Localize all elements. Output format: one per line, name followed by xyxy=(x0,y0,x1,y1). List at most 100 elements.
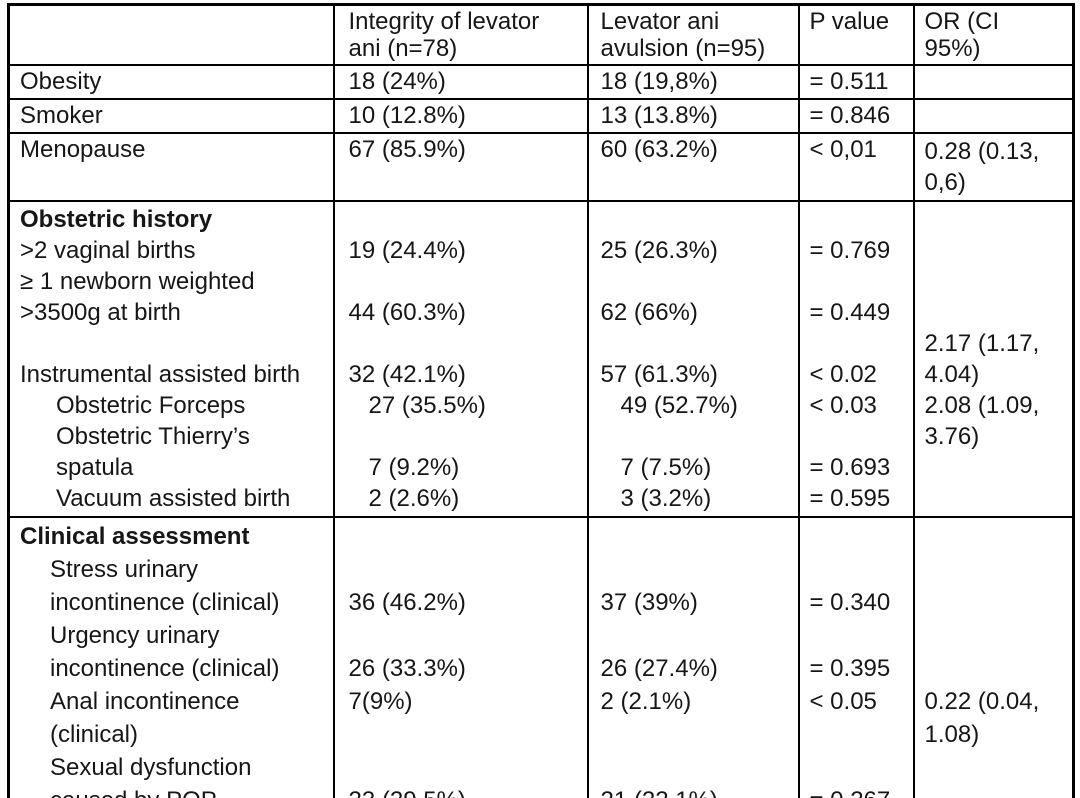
col-header-or-line2: 95%) xyxy=(924,35,981,62)
blank-line xyxy=(601,553,794,586)
obesity-integrity: 18 (24%) xyxy=(332,64,589,100)
menopause-avulsion: 60 (63.2%) xyxy=(586,132,800,202)
clinical-ai-label-line2: (clinical) xyxy=(50,721,139,748)
blank-line xyxy=(925,652,1069,685)
row-smoker: Smoker 10 (12.8%) 13 (13.8%) = 0.846 xyxy=(7,98,1075,134)
blank-line xyxy=(925,553,1069,586)
clinical-integrity-cell: 36 (46.2%) 26 (33.3%) 7(9%) 23 (29.5%) xyxy=(332,516,589,798)
section-clinical-assessment: Clinical assessment Stress urinary incon… xyxy=(7,516,1075,798)
clinical-ai-or-line1: 0.22 (0.04, xyxy=(924,688,1040,715)
obstetric-newborn-label-line1: ≥ 1 newborn weighted xyxy=(20,268,255,295)
col-header-avulsion: Levator ani avulsion (n=95) xyxy=(586,3,800,66)
obstetric-forceps-pvalue: < 0.03 xyxy=(809,392,877,419)
clinical-sd-integrity: 23 (29.5%) xyxy=(349,784,583,798)
obstetric-thierry-label-line1: Obstetric Thierry’s xyxy=(56,423,250,450)
obstetric-thierry-pvalue: = 0.693 xyxy=(809,454,891,481)
obstetric-vaginal-pvalue: = 0.769 xyxy=(809,237,891,264)
blank-line xyxy=(601,718,794,751)
blank-line xyxy=(349,751,583,784)
results-table: Integrity of levator ani (n=78) Levator … xyxy=(7,3,1075,798)
section-obstetric-history: Obstetric history >2 vaginal births ≥ 1 … xyxy=(7,200,1075,518)
clinical-pvalue-cell: = 0.340 = 0.395 < 0.05 = 0.267 xyxy=(797,516,915,798)
smoker-or xyxy=(912,98,1075,134)
obstetric-vaginal-integrity: 19 (24.4%) xyxy=(348,237,466,264)
blank-line xyxy=(20,328,329,359)
obstetric-or-cell: 2.17 (1.17, 4.04) 2.08 (1.09, 3.76) xyxy=(912,200,1075,518)
blank-line xyxy=(349,421,583,452)
col-header-integrity-line1: Integrity of levator xyxy=(348,8,540,35)
blank-line xyxy=(925,751,1069,784)
clinical-sd-label-line2: caused by POP xyxy=(20,784,329,798)
clinical-uui-integrity: 26 (33.3%) xyxy=(348,655,466,682)
blank-line xyxy=(810,751,909,784)
obesity-pvalue: = 0.511 xyxy=(797,64,915,100)
blank-line xyxy=(925,297,1069,328)
blank-line xyxy=(349,718,583,751)
blank-line xyxy=(601,520,794,553)
obesity-label: Obesity xyxy=(7,64,335,100)
obesity-or xyxy=(912,64,1075,100)
obstetric-integrity-cell: 19 (24.4%) 44 (60.3%) 32 (42.1%) 27 (35.… xyxy=(332,200,589,518)
clinical-sd-avulsion: 21 (22.1%) xyxy=(601,784,794,798)
clinical-labels-cell: Clinical assessment Stress urinary incon… xyxy=(7,516,335,798)
obstetric-avulsion-cell: 25 (26.3%) 62 (66%) 57 (61.3%) 49 (52.7%… xyxy=(586,200,800,518)
col-header-integrity: Integrity of levator ani (n=78) xyxy=(332,3,589,66)
clinical-sui-label-line2: incontinence (clinical) xyxy=(50,589,280,616)
clinical-ai-integrity: 7(9%) xyxy=(348,688,413,715)
blank-line xyxy=(810,553,909,586)
obstetric-forceps-or-line1: 2.08 (1.09, xyxy=(924,392,1040,419)
clinical-sui-integrity: 36 (46.2%) xyxy=(348,589,466,616)
blank-line xyxy=(925,266,1069,297)
obstetric-thierry-avulsion: 7 (7.5%) xyxy=(620,454,712,481)
obstetric-vacuum-label: Vacuum assisted birth xyxy=(56,485,291,512)
clinical-uui-avulsion: 26 (27.4%) xyxy=(600,655,718,682)
col-header-avulsion-line2: avulsion (n=95) xyxy=(600,35,766,62)
blank-line xyxy=(601,266,794,297)
blank-line xyxy=(810,266,909,297)
obstetric-vacuum-integrity: 2 (2.6%) xyxy=(368,485,460,512)
obstetric-pvalue-cell: = 0.769 = 0.449 < 0.02 < 0.03 = 0.693 = … xyxy=(797,200,915,518)
obstetric-forceps-integrity: 27 (35.5%) xyxy=(368,392,486,419)
col-header-or: OR (CI 95%) xyxy=(912,3,1075,66)
obstetric-instrumental-pvalue: < 0.02 xyxy=(809,361,877,388)
row-obesity: Obesity 18 (24%) 18 (19,8%) = 0.511 xyxy=(7,64,1075,100)
obstetric-instrumental-label: Instrumental assisted birth xyxy=(20,361,301,388)
menopause-label: Menopause xyxy=(7,132,335,202)
blank-line xyxy=(925,204,1069,235)
obstetric-forceps-or-line2: 3.76) xyxy=(924,423,980,450)
clinical-avulsion-cell: 37 (39%) 26 (27.4%) 2 (2.1%) 21 (22.1%) xyxy=(586,516,800,798)
clinical-sui-label-line1: Stress urinary xyxy=(50,556,199,583)
row-menopause: Menopause 67 (85.9%) 60 (63.2%) < 0,01 0… xyxy=(7,132,1075,202)
menopause-or: 0.28 (0.13, 0,6) xyxy=(912,132,1075,202)
clinical-section-title: Clinical assessment xyxy=(20,523,250,550)
obstetric-vaginal-label: >2 vaginal births xyxy=(20,237,196,264)
clinical-uui-label-line1: Urgency urinary xyxy=(50,622,220,649)
blank-line xyxy=(601,751,794,784)
blank-line xyxy=(349,328,583,359)
smoker-integrity: 10 (12.8%) xyxy=(332,98,589,134)
clinical-sd-label-line1: Sexual dysfunction xyxy=(50,754,252,781)
smoker-pvalue: = 0.846 xyxy=(797,98,915,134)
clinical-ai-pvalue: < 0.05 xyxy=(809,688,877,715)
obstetric-section-title: Obstetric history xyxy=(20,206,213,233)
blank-line xyxy=(925,483,1069,514)
blank-line xyxy=(810,619,909,652)
clinical-uui-pvalue: = 0.395 xyxy=(809,655,891,682)
obstetric-vacuum-avulsion: 3 (3.2%) xyxy=(620,485,712,512)
blank-line xyxy=(601,421,794,452)
menopause-or-line1: 0.28 (0.13, xyxy=(924,138,1040,165)
blank-line xyxy=(601,619,794,652)
col-header-avulsion-line1: Levator ani xyxy=(600,8,720,35)
blank-line xyxy=(925,619,1069,652)
col-header-pvalue-line1: P value xyxy=(809,8,890,35)
obstetric-vacuum-pvalue: = 0.595 xyxy=(809,485,891,512)
obstetric-forceps-avulsion: 49 (52.7%) xyxy=(620,392,738,419)
obstetric-thierry-integrity: 7 (9.2%) xyxy=(368,454,460,481)
menopause-integrity: 67 (85.9%) xyxy=(332,132,589,202)
clinical-uui-label-line2: incontinence (clinical) xyxy=(50,655,280,682)
col-header-pvalue: P value xyxy=(797,3,915,66)
obstetric-thierry-label-line2: spatula xyxy=(56,454,134,481)
col-header-empty xyxy=(7,3,335,66)
col-header-integrity-line2: ani (n=78) xyxy=(348,35,458,62)
